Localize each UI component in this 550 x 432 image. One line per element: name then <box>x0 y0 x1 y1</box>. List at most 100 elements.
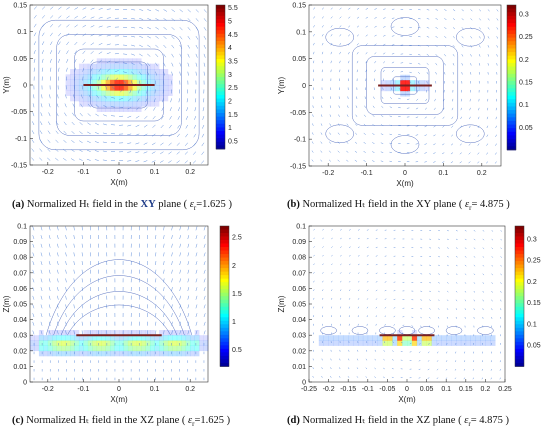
field-vector <box>420 325 422 328</box>
field-vector <box>103 105 107 108</box>
colorbar-d <box>515 226 524 367</box>
heat-cell <box>70 350 75 357</box>
field-vector <box>460 116 462 120</box>
heat-cell <box>431 335 437 341</box>
field-vector <box>177 115 180 120</box>
heat-cell <box>154 350 160 357</box>
field-vector <box>81 252 83 257</box>
heat-cell <box>203 340 209 346</box>
field-vector <box>433 134 436 137</box>
field-vector <box>203 261 206 266</box>
heat-cell <box>132 74 138 80</box>
field-vector <box>496 27 499 30</box>
field-vector <box>179 330 181 335</box>
chart-a: -0.2 -0.1 0 0.1 0.20.150.10.050-0.05-0.1-0.1… <box>2 3 238 188</box>
field-vector <box>135 151 140 154</box>
heat-cell <box>400 85 406 92</box>
field-vector <box>470 9 473 12</box>
field-vector <box>438 230 440 232</box>
heat-cell <box>338 335 344 341</box>
heat-cell <box>110 330 115 336</box>
colorbar-segment <box>515 320 524 325</box>
heat-cell <box>181 335 187 341</box>
y-tick-label: 0.05 <box>13 302 27 309</box>
heat-cell <box>70 90 75 96</box>
field-vector <box>478 18 482 21</box>
y-tick-label: -0.1 <box>15 136 27 143</box>
field-vector <box>90 42 95 46</box>
heat-cell <box>141 63 146 70</box>
caption-d-label: (d) <box>287 415 300 426</box>
contour-line <box>38 19 200 151</box>
field-vector <box>143 133 148 137</box>
field-vector <box>356 96 358 99</box>
field-vector <box>203 278 206 283</box>
heat-cell <box>105 79 111 86</box>
field-vector <box>438 247 440 249</box>
field-vector <box>50 41 53 46</box>
field-vector <box>161 107 164 111</box>
field-heat-b <box>381 74 430 97</box>
x-tick-label: -0.2 <box>42 169 54 176</box>
field-vector <box>437 351 439 354</box>
heat-cell <box>105 90 111 96</box>
heat-cell <box>390 85 396 92</box>
field-vector <box>87 113 91 117</box>
colorbar-segment <box>515 226 524 230</box>
field-vector <box>429 282 432 284</box>
heat-cell <box>132 106 138 112</box>
colorbar-segment <box>515 289 524 294</box>
field-vector <box>424 152 427 154</box>
field-vector <box>487 18 490 21</box>
x-tick-label: -0.1 <box>77 386 89 393</box>
field-vector <box>330 358 332 361</box>
field-vector <box>128 98 132 102</box>
heat-cell <box>96 90 102 96</box>
y-axis-label: Y(m) <box>277 77 286 95</box>
heat-cell <box>114 79 120 86</box>
heat-cell <box>65 345 71 352</box>
colorbar-segment <box>216 55 225 60</box>
heat-cell <box>194 345 200 352</box>
field-vector <box>424 143 427 145</box>
heat-cell <box>78 63 84 70</box>
x-tick-label: 0.25 <box>498 386 512 393</box>
field-vector <box>49 58 52 63</box>
colorbar-segment <box>507 124 516 129</box>
field-vector <box>163 313 165 318</box>
field-vector <box>32 103 35 108</box>
heat-cell <box>105 340 111 346</box>
heat-cell <box>194 350 200 357</box>
heat-cell <box>167 340 173 346</box>
heat-cell <box>419 80 425 86</box>
heat-cell <box>203 335 209 341</box>
colorbar-segment <box>507 73 516 78</box>
field-vector <box>49 67 52 72</box>
field-vector <box>171 330 173 335</box>
heat-cell <box>110 58 115 64</box>
field-vector <box>57 269 59 274</box>
field-vector <box>123 53 128 55</box>
field-vector <box>58 50 61 55</box>
field-vector <box>490 377 492 380</box>
heat-cell <box>127 90 133 96</box>
field-vector <box>494 161 497 164</box>
field-vector <box>496 36 499 39</box>
field-vector <box>79 140 83 143</box>
heat-cell <box>92 85 98 91</box>
heat-cell <box>414 85 420 92</box>
heat-cell <box>74 79 80 86</box>
field-vector <box>438 256 440 258</box>
field-vector <box>426 89 428 93</box>
field-vector <box>459 161 462 164</box>
field-vector <box>33 50 36 54</box>
field-vector <box>94 150 99 152</box>
field-vector <box>80 103 83 108</box>
x-tick-label: 0.2 <box>477 170 487 177</box>
field-vector <box>356 60 359 64</box>
field-vector <box>470 63 472 66</box>
field-vector <box>495 134 497 138</box>
field-vector <box>374 69 376 73</box>
field-vector <box>372 105 375 109</box>
x-tick-label: -0.1 <box>77 169 89 176</box>
